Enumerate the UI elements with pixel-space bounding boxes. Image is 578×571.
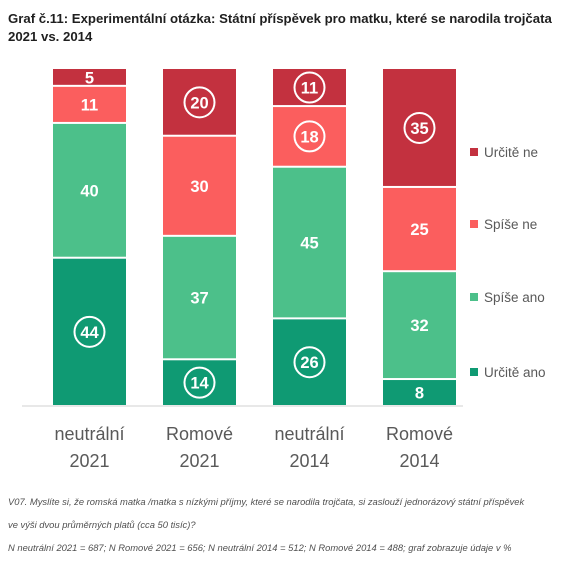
data-label: 8 xyxy=(415,385,424,403)
category-label: 2014 xyxy=(289,451,329,471)
bar-segment-spise-ano xyxy=(163,236,236,359)
category-label: 2021 xyxy=(69,451,109,471)
chart-title: Graf č.11: Experimentální otázka: Státní… xyxy=(8,11,552,44)
value-circle-highlight xyxy=(293,71,326,104)
category-label: Romové xyxy=(386,424,453,444)
legend-label: Určitě ano xyxy=(484,365,546,380)
bars-group: 44 40 11 5 14 37 30 20 26 45 18 11 8 32 25 35 xyxy=(53,69,456,405)
bar-segment-urcite-ne xyxy=(163,69,236,135)
value-circle-highlight xyxy=(73,315,106,348)
data-label: 14 xyxy=(190,375,209,393)
bar-segment-spise-ne xyxy=(383,187,456,271)
legend-swatch xyxy=(470,148,478,156)
bar-segment-spise-ano xyxy=(53,123,126,257)
value-circle-highlight xyxy=(293,120,326,153)
legend-item-urcite-ne: Určitě ne xyxy=(470,145,538,160)
data-label: 35 xyxy=(410,120,428,138)
legend-item-spise-ne: Spíše ne xyxy=(470,217,537,232)
bar-segment-urcite-ne xyxy=(383,69,456,186)
bar-stack-neutralni-2021: 44 40 11 5 xyxy=(53,69,126,405)
legend-swatch xyxy=(470,220,478,228)
bar-segment-spise-ano xyxy=(273,167,346,318)
footnote: V07. Myslíte si, že romská matka /matka … xyxy=(8,490,574,559)
data-label: 11 xyxy=(81,96,98,114)
category-label: 2021 xyxy=(179,451,219,471)
category-label: Romové xyxy=(166,424,233,444)
bar-stack-romove-2014: 8 32 25 35 xyxy=(383,69,456,405)
legend-swatch xyxy=(470,293,478,301)
data-label: 26 xyxy=(300,354,318,372)
legend-label: Spíše ne xyxy=(484,217,537,232)
data-label: 32 xyxy=(410,317,428,335)
bar-segment-spise-ne xyxy=(273,107,346,166)
footnote-question-line2: ve výši dvou průměrných platů (cca 50 ti… xyxy=(8,519,196,530)
legend: Určitě ne Spíše ne Spíše ano Určitě ano xyxy=(470,145,546,380)
bar-segment-spise-ne xyxy=(163,136,236,235)
value-circle-highlight xyxy=(183,86,216,119)
data-label: 45 xyxy=(300,235,318,253)
data-label: 44 xyxy=(80,324,99,342)
data-label: 11 xyxy=(301,80,318,98)
data-label: 30 xyxy=(190,178,208,196)
bar-segment-urcite-ano xyxy=(383,380,456,405)
bar-stack-neutralni-2014: 26 45 18 11 xyxy=(273,69,346,405)
bar-segment-urcite-ne xyxy=(53,69,126,85)
category-labels: neutrální 2021 Romové 2021 neutrální 2014 Romo… xyxy=(54,424,453,471)
category-label: neutrální xyxy=(54,424,124,444)
bar-segment-urcite-ano xyxy=(273,319,346,405)
data-label: 18 xyxy=(300,128,318,146)
value-circle-highlight xyxy=(183,366,216,399)
legend-item-urcite-ano: Určitě ano xyxy=(470,365,546,380)
stacked-bar-chart: 44 40 11 5 14 37 30 20 26 45 18 11 8 32 25 35 neutrální… xyxy=(22,69,546,471)
legend-item-spise-ano: Spíše ano xyxy=(470,290,545,305)
category-label: 2014 xyxy=(399,451,439,471)
category-label: neutrální xyxy=(274,424,344,444)
bar-segment-spise-ne xyxy=(53,86,126,122)
data-label: 20 xyxy=(190,94,208,112)
legend-swatch xyxy=(470,368,478,376)
bar-segment-urcite-ne xyxy=(273,69,346,106)
data-label: 25 xyxy=(410,221,428,239)
bar-segment-urcite-ano xyxy=(53,258,126,405)
data-label: 40 xyxy=(80,182,98,200)
bar-segment-spise-ano xyxy=(383,272,456,379)
footnote-question-line1: V07. Myslíte si, že romská matka /matka … xyxy=(8,496,525,507)
value-circle-highlight xyxy=(403,111,436,144)
bar-stack-romove-2021: 14 37 30 20 xyxy=(163,69,236,405)
data-label: 37 xyxy=(190,290,208,308)
data-label: 5 xyxy=(85,69,94,87)
value-circle-highlight xyxy=(293,346,326,379)
legend-label: Určitě ne xyxy=(484,145,538,160)
footnote-sample-sizes: N neutrální 2021 = 687; N Romové 2021 = … xyxy=(8,542,512,553)
legend-label: Spíše ano xyxy=(484,290,545,305)
